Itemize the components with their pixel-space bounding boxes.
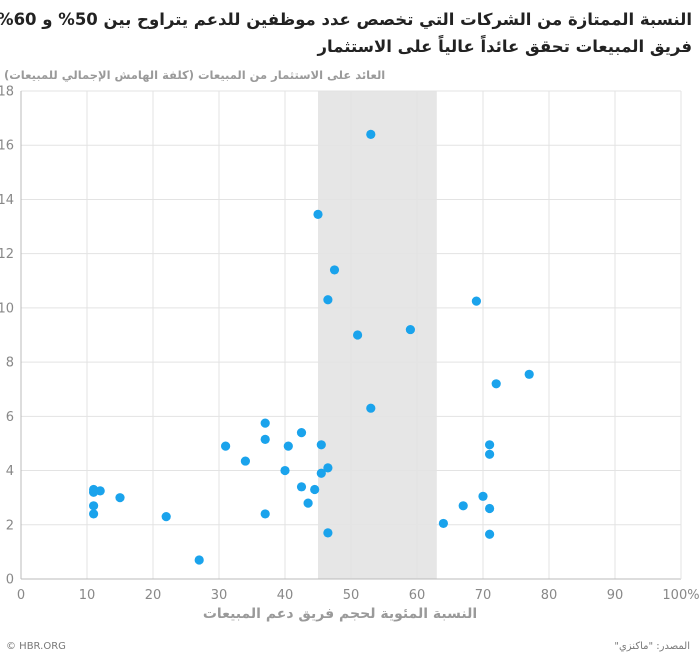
data-point [471,296,481,306]
source-note: المصدر: "ماكنزي" [614,641,690,652]
data-point [310,484,320,495]
data-point [316,440,326,450]
hbr-credit: © HBR.ORG [6,641,66,652]
x-tick-label: 40 [277,588,294,603]
y-tick-label: 16 [0,139,14,154]
data-point [283,441,293,451]
x-tick-label: 80 [541,588,558,603]
data-point [89,509,99,519]
data-point [329,265,340,275]
highlight-band [318,91,437,579]
y-tick-label: 2 [6,518,14,533]
x-tick-label: 30 [211,588,228,603]
data-point [194,555,204,565]
y-tick-label: 6 [6,410,14,425]
y-tick-label: 8 [6,356,14,371]
data-point [323,463,333,473]
data-point [316,468,326,478]
y-tick-label: 18 [0,85,14,100]
data-point-layer [89,129,534,565]
x-tick-label: 50 [343,588,360,603]
data-point [366,129,376,139]
data-point [260,509,270,519]
x-tick-label: 10 [79,588,96,603]
x-tick-label: 0 [17,588,25,603]
x-tick-label: 100% [662,588,699,603]
x-tick-label: 60 [409,588,426,603]
data-point [260,434,270,444]
x-axis-label: النسبة المئوية لحجم فريق دعم المبيعات [202,606,478,622]
data-point [280,465,290,476]
grid-layer [21,90,681,579]
data-point [296,482,307,492]
data-point [353,330,363,340]
y-tick-label: 4 [6,464,14,479]
tick-label-layer: 0 10 20 30 40 50 60 70 80 90 100% 0 2 4 6 8 10 12 14 16 18 [0,85,700,604]
data-point [161,512,171,522]
data-point [524,369,534,379]
data-point [221,441,231,451]
data-point [260,418,270,428]
data-point [438,518,448,529]
chart-title: النسبة الممتازة من الشركات التي تخصص عدد… [0,6,692,60]
data-point [296,428,307,438]
data-point [323,295,333,305]
y-axis-label: العائد على الاستثمار من المبيعات (كلفة ا… [4,68,386,82]
data-point [240,456,250,466]
data-point [115,493,125,503]
chart-title-line-2: فريق المبيعات تحقق عائداً عالياً على الا… [317,37,692,56]
chart-title-line-1: النسبة الممتازة من الشركات التي تخصص عدد… [0,10,692,29]
data-point [366,403,376,413]
data-point [491,379,501,389]
data-point [478,491,488,501]
y-tick-label: 12 [0,247,14,262]
data-point [485,503,495,514]
y-tick-label: 10 [0,301,14,316]
x-tick-label: 90 [607,588,624,603]
data-point [405,324,415,335]
y-tick-label: 0 [6,573,14,588]
x-tick-label: 70 [475,588,492,603]
y-tick-label: 14 [0,193,14,208]
data-point [95,486,105,496]
x-tick-label: 20 [145,588,162,603]
data-point [485,440,495,450]
data-point [303,498,313,508]
data-point [485,449,495,459]
data-point [89,501,99,511]
axis-layer [20,91,682,580]
highlight-band-layer [318,91,437,579]
data-point [323,528,333,538]
data-point [458,501,468,511]
data-point [313,209,323,219]
data-point [485,529,495,539]
